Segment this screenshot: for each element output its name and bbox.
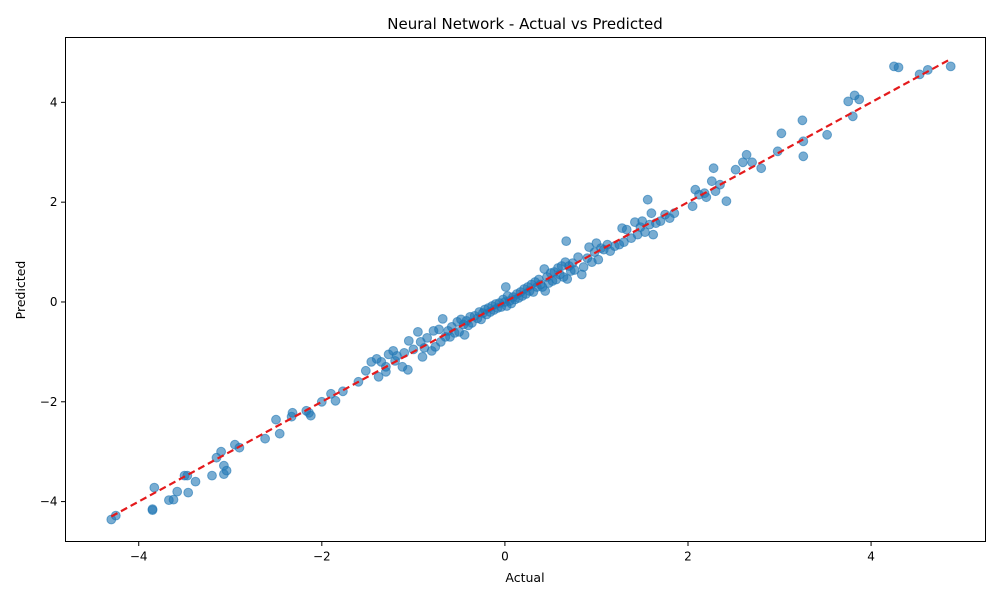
y-tick-label: 2 (50, 195, 58, 209)
data-point-149 (621, 224, 632, 235)
y-tick-label: −4 (40, 495, 58, 509)
data-point-69 (459, 330, 470, 340)
data-point-22 (274, 428, 285, 439)
data-point-140 (593, 254, 604, 265)
data-point-171 (708, 163, 719, 174)
data-point-191 (893, 62, 904, 73)
data-point-134 (578, 262, 589, 272)
x-tick-label: 0 (501, 550, 509, 564)
data-point-127 (562, 274, 573, 284)
data-point-33 (360, 365, 371, 376)
data-point-174 (721, 196, 732, 207)
data-point-156 (642, 194, 653, 205)
data-point-24 (287, 407, 298, 418)
data-point-158 (646, 208, 657, 219)
reference-line (110, 58, 952, 518)
data-point-7 (172, 486, 183, 497)
data-point-57 (434, 324, 444, 335)
data-point-178 (747, 157, 757, 168)
chart-title: Neural Network - Actual vs Predicted (387, 15, 662, 33)
data-point-186 (843, 96, 854, 107)
data-point-59 (437, 314, 448, 324)
plot-area-frame (65, 37, 986, 542)
data-point-184 (798, 151, 809, 162)
data-point-49 (413, 327, 423, 337)
data-point-132 (573, 252, 583, 263)
data-point-114 (540, 286, 551, 296)
y-tick-label: 0 (50, 295, 58, 309)
data-point-4 (147, 505, 158, 516)
x-tick-label: 2 (684, 550, 692, 564)
y-tick-label: −2 (40, 395, 58, 409)
x-axis-label: Actual (505, 570, 544, 585)
data-point-159 (648, 229, 659, 240)
data-point-185 (822, 129, 832, 140)
data-point-181 (776, 128, 787, 139)
data-point-53 (422, 333, 433, 343)
data-point-27 (305, 410, 316, 421)
data-point-12 (207, 470, 217, 481)
data-point-11 (190, 476, 201, 487)
data-point-126 (561, 236, 572, 247)
data-point-131 (569, 265, 580, 275)
x-tick-label: −2 (313, 550, 331, 564)
x-tick-label: 4 (867, 550, 875, 564)
data-point-194 (945, 61, 956, 72)
y-axis-ticks: −4 −2 0 2 4 (40, 95, 66, 509)
y-axis-label: Predicted (13, 261, 28, 320)
data-point-46 (403, 364, 413, 375)
data-point-20 (260, 433, 271, 444)
data-point-91 (500, 282, 511, 292)
data-point-21 (271, 414, 281, 425)
data-point-30 (330, 395, 341, 406)
data-point-177 (741, 149, 752, 160)
data-point-6 (168, 494, 179, 505)
data-point-165 (687, 201, 698, 212)
data-point-14 (216, 446, 227, 457)
data-point-10 (183, 487, 194, 498)
x-tick-label: −4 (130, 550, 148, 564)
data-point-189 (854, 94, 865, 105)
points-layer (106, 61, 956, 525)
data-point-51 (417, 352, 428, 362)
data-point-36 (373, 371, 384, 382)
data-point-182 (797, 115, 808, 126)
data-point-175 (730, 164, 741, 175)
data-point-17 (221, 465, 232, 476)
data-point-170 (706, 176, 717, 187)
y-tick-label: 4 (50, 95, 58, 109)
data-point-3 (149, 482, 160, 493)
data-point-28 (316, 396, 327, 407)
data-point-179 (756, 163, 767, 174)
x-axis-ticks: −4 −2 0 2 4 (130, 541, 875, 564)
data-point-47 (403, 336, 414, 346)
